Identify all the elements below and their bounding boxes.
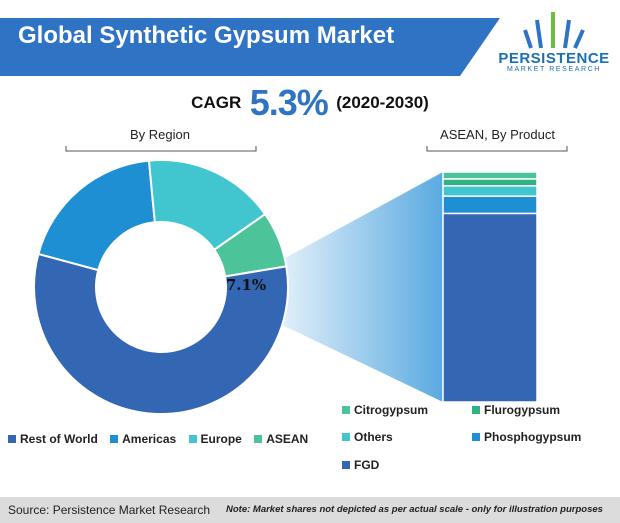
- legend-item: Americas: [110, 432, 176, 446]
- note-text: Note: Market shares not depicted as per …: [226, 504, 603, 515]
- cagr-value: 5.3%: [249, 82, 329, 123]
- stack-segment-phosphogypsum: [442, 195, 538, 215]
- legend-swatch: [342, 461, 350, 469]
- legend-swatch: [8, 435, 16, 443]
- legend-item: Others: [342, 430, 393, 444]
- legend-label: Europe: [200, 432, 242, 446]
- region-legend: Rest of World Americas Europe ASEAN: [8, 432, 317, 446]
- legend-label: Others: [354, 430, 393, 444]
- chart-area: 7.1%: [33, 146, 568, 415]
- connector-wedge: [274, 172, 443, 402]
- asean-data-label: 7.1%: [226, 276, 266, 294]
- legend-item: ASEAN: [254, 432, 308, 446]
- page-title: Global Synthetic Gypsum Market: [18, 22, 395, 49]
- stack-segment-flurogypsum: [442, 178, 538, 187]
- donut-slice-asean: [212, 212, 288, 278]
- stack-title: ASEAN, By Product: [440, 127, 555, 142]
- legend-swatch: [342, 406, 350, 414]
- donut-slice-rest-of-world: [33, 252, 289, 415]
- persistence-logo: PERSISTENCE MARKET RESEARCH: [493, 8, 615, 78]
- stack-segment-fgd: [442, 212, 538, 403]
- logo-subtitle: MARKET RESEARCH: [507, 66, 601, 73]
- legend-item: Citrogypsum: [342, 403, 428, 417]
- legend-label: Rest of World: [20, 432, 98, 446]
- stack-segment-others: [442, 185, 538, 197]
- stack-title-bracket: [426, 146, 568, 152]
- legend-item: FGD: [342, 458, 379, 472]
- cagr-row: CAGR 5.3% (2020-2030): [150, 82, 470, 124]
- title-banner: [0, 18, 500, 76]
- legend-label: ASEAN: [266, 432, 309, 446]
- legend-swatch: [472, 433, 480, 441]
- legend-swatch: [254, 435, 263, 443]
- legend-item: Europe: [188, 432, 242, 446]
- donut-title: By Region: [130, 127, 190, 142]
- logo-name: PERSISTENCE: [498, 50, 610, 67]
- donut-slice-americas: [37, 159, 156, 272]
- cagr-period: (2020-2030): [336, 93, 429, 112]
- legend-item: Phosphogypsum: [472, 430, 581, 444]
- legend-item: Rest of World: [8, 432, 98, 446]
- legend-label: Phosphogypsum: [484, 430, 582, 444]
- donut-chart: [33, 159, 289, 415]
- legend-item: Flurogypsum: [472, 403, 560, 417]
- legend-swatch: [472, 406, 480, 414]
- source-text: Source: Persistence Market Research: [8, 503, 211, 517]
- donut-title-bracket: [65, 146, 257, 152]
- legend-swatch: [188, 435, 197, 443]
- legend-label: Americas: [122, 432, 177, 446]
- legend-swatch: [342, 433, 350, 441]
- legend-label: Flurogypsum: [484, 403, 561, 417]
- logo-rays-icon: [523, 12, 585, 49]
- stack-segment-citrogypsum: [442, 171, 538, 180]
- cagr-label: CAGR: [191, 93, 242, 112]
- legend-swatch: [110, 435, 119, 443]
- legend-label: Citrogypsum: [354, 403, 429, 417]
- legend-label: FGD: [354, 458, 380, 472]
- footer-bar: Source: Persistence Market Research Note…: [0, 497, 620, 523]
- stacked-bar-chart: [442, 171, 538, 403]
